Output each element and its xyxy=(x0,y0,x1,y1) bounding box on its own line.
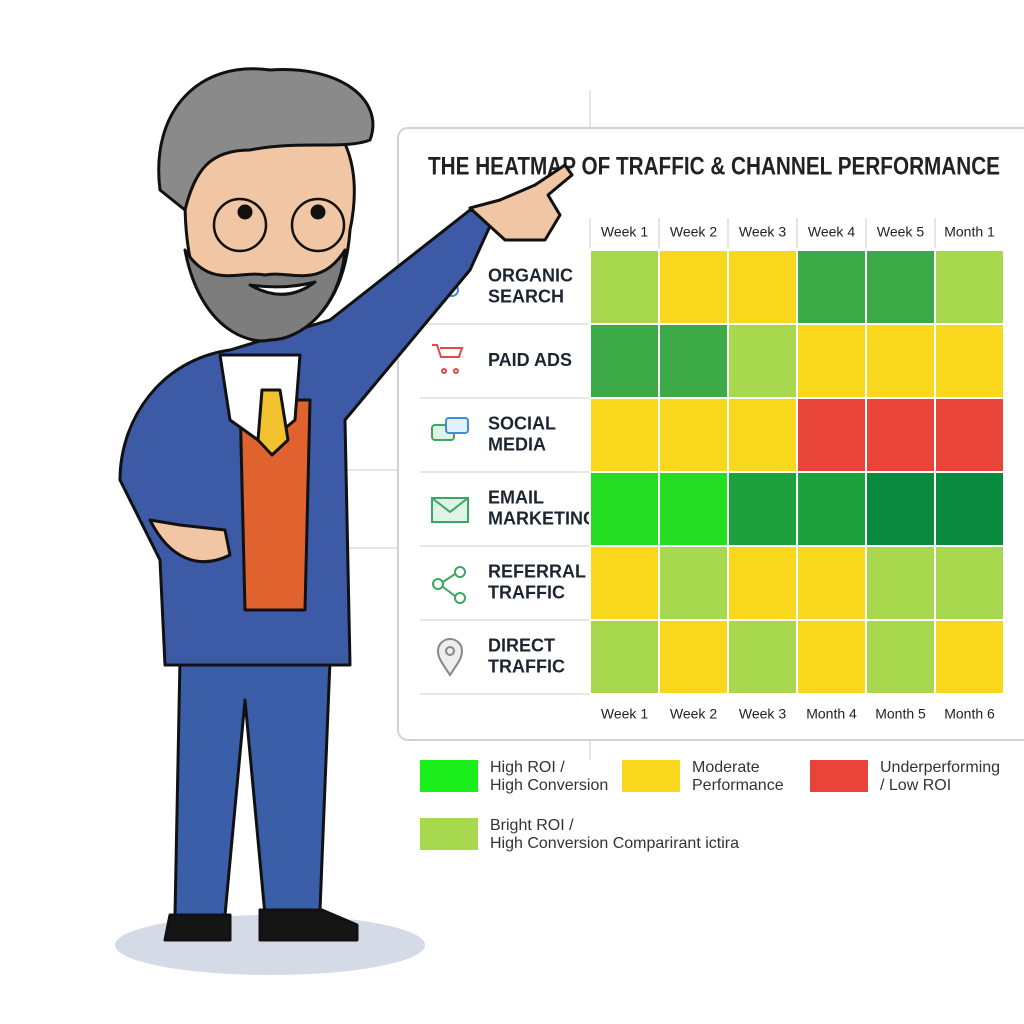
row-label: TRAFFIC xyxy=(488,582,565,602)
column-footer: Week 1 xyxy=(601,706,648,722)
heat-cell xyxy=(865,619,936,695)
column-footer: Month 4 xyxy=(806,706,857,722)
heat-cell xyxy=(934,323,1005,399)
column-header: Week 3 xyxy=(739,224,786,240)
heat-cell xyxy=(589,545,660,621)
column-footer: Month 5 xyxy=(875,706,926,722)
heat-cell xyxy=(727,397,798,473)
heat-cell xyxy=(727,471,798,547)
heat-cell xyxy=(934,471,1005,547)
column-header: Week 5 xyxy=(877,224,924,240)
row-label: EMAIL xyxy=(488,487,544,507)
legend-swatch xyxy=(420,760,478,792)
heat-cell xyxy=(934,619,1005,695)
icons xyxy=(431,283,469,677)
legend-label: Moderate xyxy=(692,759,760,776)
heat-cell xyxy=(727,249,798,325)
legend-swatch xyxy=(622,760,680,792)
row-label: MARKETING xyxy=(488,508,597,528)
heat-cell xyxy=(796,397,867,473)
heat-cell xyxy=(658,619,729,695)
heat-cell xyxy=(796,249,867,325)
heat-cell xyxy=(796,619,867,695)
column-footer: Week 2 xyxy=(670,706,717,722)
heat-cell xyxy=(658,249,729,325)
column-header: Week 1 xyxy=(601,224,648,240)
heat-cell xyxy=(589,619,660,695)
heat-cell xyxy=(658,471,729,547)
row-label: TRAFFIC xyxy=(488,656,565,676)
heat-cell xyxy=(727,545,798,621)
heat-cell xyxy=(934,397,1005,473)
row-label: SEARCH xyxy=(488,286,564,306)
row-label: DIRECT xyxy=(488,635,555,655)
heat-cell xyxy=(865,397,936,473)
column-header: Week 2 xyxy=(670,224,717,240)
heat-cell xyxy=(865,545,936,621)
heat-cell xyxy=(934,249,1005,325)
title: THE HEATMAP OF TRAFFIC & CHANNEL PERFORM… xyxy=(428,153,1000,181)
legend-label: High Conversion Comparirant ictira xyxy=(490,835,739,852)
legend-swatch xyxy=(420,818,478,850)
legend-label: High ROI / xyxy=(490,759,565,776)
heat-cell xyxy=(727,323,798,399)
heat-cell xyxy=(865,471,936,547)
heat-cell xyxy=(865,249,936,325)
legend-label: Bright ROI / xyxy=(490,817,574,834)
row-label: REFERRAL xyxy=(488,561,586,581)
column-footer: Month 6 xyxy=(944,706,995,722)
heat-cell xyxy=(658,323,729,399)
row-label: SOCIAL xyxy=(488,413,556,433)
heat-cell xyxy=(727,619,798,695)
heat-cell xyxy=(796,471,867,547)
heat-cell xyxy=(589,397,660,473)
row-label: MEDIA xyxy=(488,434,546,454)
presenter-illustration xyxy=(115,67,574,975)
row-label: PAID ADS xyxy=(488,350,572,370)
heat-cell xyxy=(658,545,729,621)
column-header: Month 1 xyxy=(944,224,995,240)
legend: High ROI /High Conversion ModeratePerform… xyxy=(420,759,1000,852)
legend-label: / Low ROI xyxy=(880,777,951,794)
heat-cell xyxy=(865,323,936,399)
legend-label: Performance xyxy=(692,777,784,794)
column-footer: Week 3 xyxy=(739,706,786,722)
legend-label: Underperforming xyxy=(880,759,1000,776)
legend-swatch xyxy=(810,760,868,792)
heat-cell xyxy=(589,323,660,399)
heat-cell xyxy=(589,249,660,325)
legend-label: High Conversion xyxy=(490,777,608,794)
heat-cell xyxy=(796,323,867,399)
column-header: Week 4 xyxy=(808,224,855,240)
heat-cell xyxy=(589,471,660,547)
heat-cell xyxy=(934,545,1005,621)
heat-cell xyxy=(796,545,867,621)
row-label: ORGANIC xyxy=(488,265,573,285)
heat-cell xyxy=(658,397,729,473)
heatmap: Week 1 Week 2 Week 3 Week 4 Week 5 Month 1 Wee… xyxy=(420,218,1005,722)
